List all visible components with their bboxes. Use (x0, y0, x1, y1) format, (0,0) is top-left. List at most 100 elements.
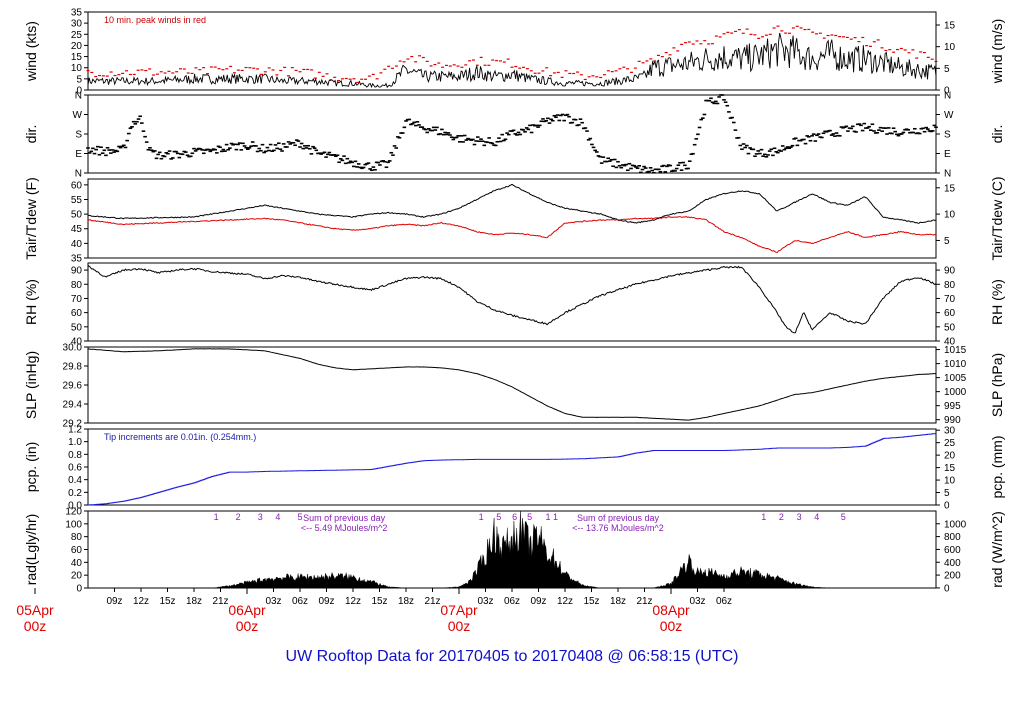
x-tick-label: 06z (504, 596, 520, 607)
x-tick-label: 21z (636, 596, 652, 607)
y-tick-label: 29.6 (63, 381, 83, 392)
radiation-note-line1: Sum of previous day (303, 513, 386, 523)
y-tick-label-right: 1005 (944, 373, 967, 384)
radiation-note-line2: <-- 5.49 MJoules/m^2 (301, 523, 388, 533)
radiation-marker: 5 (527, 512, 532, 522)
chart-title: UW Rooftop Data for 20170405 to 20170408… (285, 648, 739, 665)
radiation-marker: 2 (779, 512, 784, 522)
y-axis-label-right: dir. (989, 125, 1005, 144)
x-tick-label: 18z (610, 596, 626, 607)
y-axis-label-left: wind (kts) (23, 21, 39, 82)
y-tick-label: 40 (71, 337, 83, 348)
y-tick-label: 20 (71, 571, 83, 582)
y-tick-label: S (75, 130, 82, 141)
y-tick-label-right: 995 (944, 401, 961, 412)
y-axis-label-right: rad (W/m^2) (989, 511, 1005, 588)
y-tick-label: N (75, 91, 82, 102)
series-line-Tair (87, 183, 937, 224)
y-axis-label-right: SLP (hPa) (989, 353, 1005, 417)
y-tick-label: 40 (71, 239, 83, 250)
y-tick-label-right: 80 (944, 280, 956, 291)
series-line-SLP (87, 348, 937, 421)
x-tick-label: 03z (477, 596, 493, 607)
y-tick-label-right: 0 (944, 583, 950, 594)
y-tick-label: 1.0 (68, 437, 82, 448)
y-tick-label-right: 600 (944, 545, 961, 556)
radiation-marker: 1 (214, 512, 219, 522)
x-tick-label: 06z (292, 596, 308, 607)
radiation-note-line2: <-- 13.76 MJoules/m^2 (572, 523, 664, 533)
y-tick-label: 45 (71, 224, 83, 235)
panel-annotation: 10 min. peak winds in red (104, 15, 206, 25)
y-tick-label-right: 90 (944, 266, 956, 277)
y-tick-label: 60 (71, 180, 83, 191)
y-tick-label-right: 10 (944, 210, 956, 221)
radiation-marker: 5 (841, 512, 846, 522)
radiation-area (88, 510, 936, 589)
y-tick-label-right: 25 (944, 438, 956, 449)
y-tick-label-right: 30 (944, 426, 956, 437)
series-line-Tdew (87, 216, 937, 253)
y-tick-label-right: 10 (944, 42, 956, 53)
y-axis-label-right: wind (m/s) (989, 19, 1005, 85)
y-tick-label: 55 (71, 195, 83, 206)
y-tick-label-right: N (944, 91, 951, 102)
panel-annotation: Tip increments are 0.01in. (0.254mm.) (104, 432, 256, 442)
x-axis: 09z 12z 15z 18z 21z 03z 06z 09z 12z 15z 18z 21z 03z 0… (16, 588, 732, 634)
y-tick-label-right: 1000 (944, 387, 967, 398)
series-line-precip (88, 433, 937, 506)
x-tick-label: 03z (265, 596, 281, 607)
y-tick-label: 80 (71, 280, 83, 291)
radiation-marker: 3 (258, 512, 263, 522)
radiation-marker: 4 (814, 512, 819, 522)
y-tick-label-right: 400 (944, 558, 961, 569)
y-tick-label: 60 (71, 308, 83, 319)
x-tick-label: 12z (557, 596, 573, 607)
x-day-label-time: 00z (236, 618, 259, 634)
radiation-note-line1: Sum of previous day (577, 513, 660, 523)
radiation-marker: 5 (496, 512, 501, 522)
panel-rh: 40 50 60 70 80 90 40 50 60 70 80 90 RH (%) RH (%) (23, 262, 1005, 348)
y-tick-label: 120 (65, 507, 82, 518)
x-tick-label: 12z (345, 596, 361, 607)
y-tick-label-right: 1015 (944, 345, 967, 356)
y-tick-label: 35 (71, 254, 83, 265)
y-tick-label: 0 (76, 86, 82, 97)
y-tick-label: 0.2 (68, 488, 82, 499)
title-wrapper: UW Rooftop Data for 20170405 to 20170408… (0, 648, 1024, 666)
x-tick-label: 09z (318, 596, 334, 607)
y-tick-label-right: 40 (944, 337, 956, 348)
y-tick-label: 25 (71, 30, 83, 41)
x-day-label: 07Apr (440, 602, 478, 618)
y-tick-label-right: 5 (944, 236, 950, 247)
y-tick-label: W (73, 110, 83, 121)
panel-frame (87, 346, 937, 424)
y-tick-label-right: S (944, 130, 951, 141)
y-tick-label: 0 (76, 584, 82, 595)
series-line-wind-speed (87, 32, 937, 89)
y-tick-label: 15 (71, 52, 83, 63)
y-tick-label-right: W (944, 110, 954, 121)
y-tick-label-right: 60 (944, 308, 956, 319)
panel-frame (87, 262, 937, 342)
y-tick-label-right: 800 (944, 532, 961, 543)
panel-temperature: 35 40 45 50 55 60 5 10 15 Tair/Tdew (F) Tair/Tdew … (23, 176, 1005, 264)
x-day-label-time: 00z (24, 618, 47, 634)
panel-frame (87, 11, 937, 91)
y-tick-label: 0.0 (68, 501, 82, 512)
y-tick-label: 90 (71, 266, 83, 277)
y-axis-label-left: dir. (23, 125, 39, 144)
y-tick-label-right: 5 (944, 64, 950, 75)
radiation-marker: 1 (479, 512, 484, 522)
y-tick-label-right: 200 (944, 571, 961, 582)
y-tick-label: 29.2 (63, 419, 83, 430)
y-tick-label: 0.8 (68, 450, 82, 461)
y-axis-label-left: Tair/Tdew (F) (23, 177, 39, 259)
y-tick-label: 50 (71, 322, 83, 333)
radiation-marker: 2 (236, 512, 241, 522)
y-tick-label-right: 0 (944, 501, 950, 512)
